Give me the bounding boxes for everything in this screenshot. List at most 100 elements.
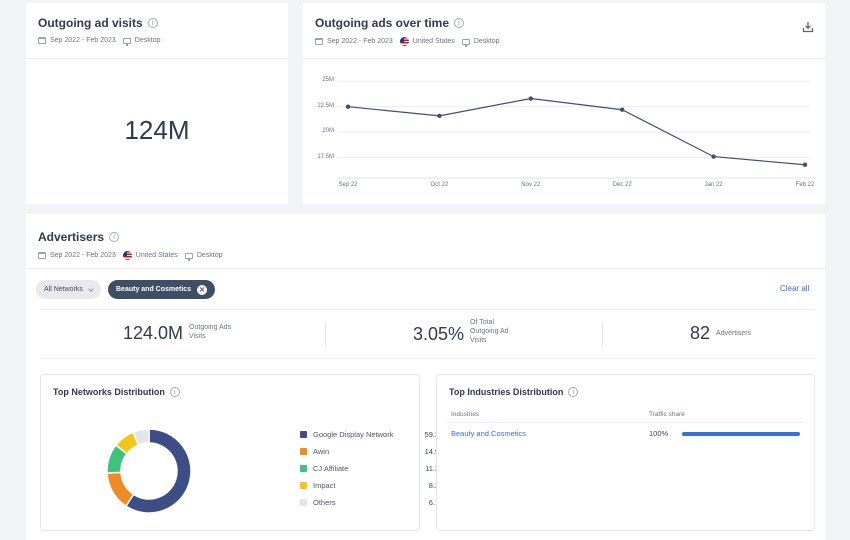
industry-share-bar [682, 432, 800, 436]
legend-item[interactable]: Awin14.95% [300, 447, 450, 456]
y-tick-label: 22.5M [317, 102, 334, 109]
legend-item[interactable]: CJ Affiliate11.35% [300, 464, 450, 473]
stat-separator [602, 322, 603, 346]
us-flag-icon [399, 37, 409, 46]
visits-device: Desktop [134, 37, 161, 44]
donut-slice[interactable] [132, 428, 150, 447]
x-tick-label: Feb 22 [795, 182, 815, 188]
close-icon[interactable]: × [197, 284, 208, 295]
desktop-icon [184, 252, 193, 261]
calendar-icon [315, 38, 323, 45]
advertisers-title-row: Advertisers i [38, 230, 223, 244]
divider [40, 358, 815, 359]
industries-column-header[interactable]: Industries [451, 411, 480, 418]
industry-share-value: 100% [649, 429, 669, 438]
chevron-down-icon [88, 285, 94, 292]
clear-all-link[interactable]: Clear all [780, 284, 810, 293]
legend-swatch [300, 465, 307, 472]
industry-name-link[interactable]: Beauty and Cosmetics [451, 429, 527, 438]
legend-label: Google Display Network [313, 430, 394, 439]
outgoing-ads-over-time-card: Outgoing ads over time i Sep 2022 - Feb … [303, 3, 825, 204]
legend-label: Others [313, 498, 336, 507]
data-point[interactable] [528, 96, 533, 101]
all-networks-filter[interactable]: All Networks [36, 280, 101, 299]
trend-card-title-row: Outgoing ads over time i [315, 16, 500, 30]
x-tick-label: Oct 22 [430, 182, 449, 188]
chart-gridlines [338, 80, 810, 159]
data-point[interactable] [345, 104, 351, 109]
legend-item[interactable]: Impact8.27% [300, 481, 450, 490]
legend-label: Awin [313, 447, 330, 456]
trend-card-title: Outgoing ads over time [315, 16, 450, 30]
info-icon[interactable]: i [454, 18, 465, 28]
data-point[interactable] [802, 162, 808, 167]
trend-device: Desktop [473, 38, 500, 45]
data-point[interactable] [620, 107, 625, 112]
stat-label: Advertisers [716, 330, 752, 337]
advertisers-country: United States [135, 252, 178, 259]
advertisers-meta: Sep 2022 - Feb 2023 United States Deskto… [38, 251, 223, 261]
divider [447, 422, 804, 423]
industries-title: Top Industries Distribution [449, 387, 564, 397]
industry-row: Beauty and Cosmetics 100% [451, 429, 801, 441]
industries-title-row: Top Industries Distribution i [449, 387, 579, 397]
legend-label: CJ Affiliate [313, 464, 349, 473]
y-tick-label: 17.5M [317, 153, 334, 160]
legend-item[interactable]: Google Display Network59.25% [300, 430, 450, 439]
divider [303, 58, 825, 59]
trend-card-meta: Sep 2022 - Feb 2023 United States Deskto… [315, 37, 500, 47]
legend-swatch [300, 431, 307, 438]
info-icon[interactable]: i [147, 18, 158, 28]
visits-date-range: Sep 2022 - Feb 2023 [50, 37, 116, 44]
stat-value: 3.05% [413, 324, 465, 344]
y-tick-label: 20M [322, 128, 334, 135]
legend-item[interactable]: Others6.17% [300, 498, 450, 507]
donut-slice[interactable] [124, 428, 192, 514]
visits-card-meta: Sep 2022 - Feb 2023 Desktop [38, 37, 161, 46]
visits-card-title-row: Outgoing ad visits i [38, 16, 160, 30]
advertisers-date-range: Sep 2022 - Feb 2023 [50, 252, 116, 259]
data-point[interactable] [437, 113, 442, 119]
stat-label: Outgoing Ads Visits [189, 324, 232, 340]
all-networks-label: All Networks [44, 286, 83, 293]
advertisers-device: Desktop [196, 252, 223, 259]
info-icon[interactable]: i [568, 387, 579, 397]
stat-separator [325, 322, 326, 346]
networks-title: Top Networks Distribution [53, 387, 165, 397]
visits-card-title: Outgoing ad visits [38, 16, 143, 30]
industry-filter-chip[interactable]: Beauty and Cosmetics × [108, 280, 216, 299]
stat-advertisers-count: 82 Advertisers [690, 323, 751, 344]
legend-label: Impact [313, 481, 336, 490]
legend-swatch [300, 482, 307, 489]
us-flag-icon [122, 251, 132, 260]
trend-country: United States [412, 38, 455, 45]
x-tick-label: Nov 22 [521, 182, 541, 188]
stat-share-of-total: 3.05% Of Total Outgoing Ad Visits [413, 318, 509, 345]
stat-outgoing-visits: 124.0M Outgoing Ads Visits [123, 323, 231, 344]
legend-swatch [300, 448, 307, 455]
divider [40, 309, 815, 310]
donut-slice[interactable] [106, 471, 135, 508]
desktop-icon [122, 37, 131, 46]
trend-date-range: Sep 2022 - Feb 2023 [327, 38, 393, 45]
data-point[interactable] [711, 154, 716, 159]
top-industries-panel: Top Industries Distribution i Industries… [436, 374, 815, 531]
line-chart [338, 80, 810, 179]
x-tick-label: Dec 22 [612, 182, 632, 188]
advertisers-title: Advertisers [38, 230, 105, 244]
info-icon[interactable]: i [169, 387, 180, 397]
networks-title-row: Top Networks Distribution i [53, 387, 180, 397]
series-line [347, 97, 806, 166]
traffic-share-column-header[interactable]: Traffic share [649, 411, 685, 418]
download-icon[interactable] [802, 21, 814, 33]
stat-label: Of Total Outgoing Ad Visits [470, 319, 509, 344]
networks-donut-chart [106, 428, 192, 514]
desktop-icon [461, 38, 470, 47]
info-icon[interactable]: i [109, 232, 120, 242]
outgoing-ad-visits-card: Outgoing ad visits i Sep 2022 - Feb 2023… [26, 3, 288, 204]
stat-value: 124.0M [123, 323, 184, 343]
divider [26, 268, 825, 269]
x-tick-label: Jan 22 [704, 182, 723, 188]
industry-share-track [682, 432, 800, 436]
stat-value: 82 [690, 323, 711, 343]
